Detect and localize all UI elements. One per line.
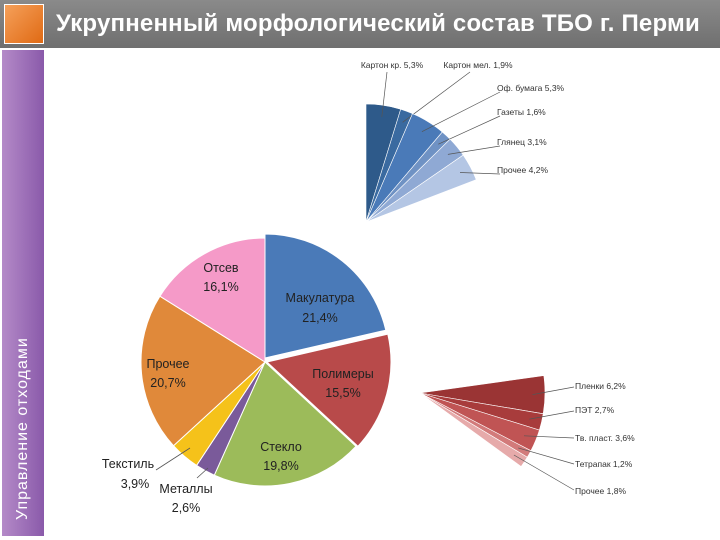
polymer-breakout-leader-line (513, 454, 575, 491)
slice-value-label: 15,5% (325, 386, 360, 400)
paper-breakout-leader-line (438, 115, 501, 145)
paper-breakout-label: Глянец 3,1% (497, 137, 547, 147)
sidebar-panel (2, 50, 44, 536)
header-bar (0, 0, 720, 48)
slice-name-label: Текстиль (102, 457, 154, 471)
slice-name-label: Металлы (159, 482, 212, 496)
polymer-breakout-label: Пленки 6,2% (575, 381, 626, 391)
page-title: Укрупненный морфологический состав ТБО г… (56, 10, 700, 37)
polymer-breakout-label: Тетрапак 1,2% (575, 459, 633, 469)
slice-value-label: 2,6% (172, 501, 201, 515)
pie-slice-main-5 (140, 295, 266, 447)
paper-breakout-slice-5 (365, 154, 477, 223)
slice-value-label: 20,7% (150, 376, 185, 390)
paper-breakout-label: Прочее 4,2% (497, 165, 548, 175)
slice-value-label: 16,1% (203, 280, 238, 294)
polymer-breakout-slice-4 (419, 392, 528, 467)
paper-breakout-leader-line (421, 91, 501, 133)
polymer-breakout-label: Тв. пласт. 3,6% (575, 433, 635, 443)
leader-line (196, 467, 209, 479)
polymer-breakout-leader-line (523, 435, 575, 439)
pie-slice-main-0 (264, 233, 387, 359)
pie-slice-main-1 (265, 333, 392, 448)
paper-breakout-label: Оф. бумага 5,3% (497, 83, 565, 93)
paper-breakout-leader-line (381, 71, 388, 118)
slice-value-label: 21,4% (302, 311, 337, 325)
slice-name-label: Прочее (146, 357, 189, 371)
slice-name-label: Стекло (260, 440, 302, 454)
paper-breakout-label: Картон мел. 1,9% (443, 60, 513, 70)
slice-name-label: Полимеры (312, 367, 373, 381)
paper-breakout-label: Картон кр. 5,3% (361, 60, 424, 70)
polymer-breakout-label: ПЭТ 2,7% (575, 405, 615, 415)
header-accent-square (4, 4, 44, 44)
paper-breakout-label: Газеты 1,6% (497, 107, 546, 117)
polymer-breakout-leader-line (532, 386, 575, 395)
slice-name-label: Макулатура (286, 291, 355, 305)
polymer-breakout-label: Прочее 1,8% (575, 486, 626, 496)
leader-line (155, 447, 191, 471)
slice-value-label: 19,8% (263, 459, 298, 473)
polymer-breakout-leader-line (529, 410, 575, 420)
slice-value-label: 3,9% (121, 477, 150, 491)
pie-slice-main-6 (159, 237, 266, 363)
paper-breakout-leader-line (447, 145, 501, 155)
polymer-breakout-leader-line (518, 447, 575, 465)
paper-breakout-leader-line (459, 172, 501, 175)
pie-slice-main-2 (213, 361, 357, 487)
slice-name-label: Отсев (203, 261, 239, 275)
